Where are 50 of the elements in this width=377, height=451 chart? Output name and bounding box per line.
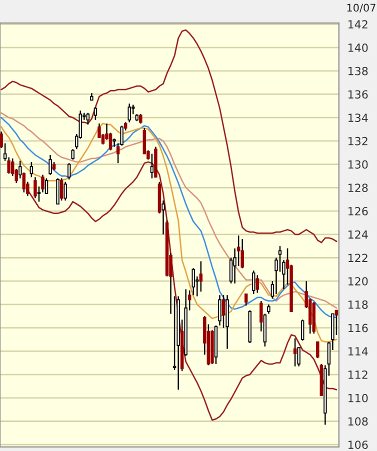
candlestick [252, 270, 256, 295]
candlestick [240, 238, 244, 269]
candlestick [222, 294, 226, 328]
candlestick [86, 112, 90, 126]
candlestick [139, 113, 142, 124]
y-tick-label: 116 [348, 324, 368, 332]
candlestick [128, 102, 131, 123]
candlestick [316, 341, 320, 359]
y-tick-label: 120 [348, 277, 368, 286]
candlestick [34, 176, 37, 199]
y-tick-label: 142 [348, 20, 368, 28]
y-tick-label: 108 [348, 417, 368, 426]
y-tick-label: 124 [348, 230, 368, 239]
y-tick-label: 122 [348, 254, 368, 262]
line-series [0, 29, 338, 244]
candlestick [244, 293, 248, 306]
candlestick [218, 294, 222, 326]
candlestick [30, 161, 34, 178]
candlestick [64, 181, 67, 202]
candlestick [112, 138, 116, 148]
candlestick [300, 319, 304, 342]
candlestick [60, 178, 64, 202]
text: 10/07 [347, 4, 376, 12]
y-tick-label: 110 [348, 394, 368, 402]
y-tick-label: 106 [348, 440, 368, 449]
candlestick [94, 106, 98, 121]
y-tick-label: 118 [348, 300, 368, 309]
line-series [26, 161, 338, 421]
y-tick-label: 140 [348, 44, 368, 52]
candlestick [48, 154, 52, 176]
y-tick-label: 136 [348, 90, 368, 99]
candlestick [293, 338, 297, 367]
y-tick-label: 128 [348, 184, 368, 192]
candlestick [267, 304, 270, 314]
candlestick [11, 158, 14, 177]
y-tick-label: 138 [348, 66, 368, 76]
candlestick [256, 274, 260, 294]
candlestick [150, 153, 154, 179]
candlestick [67, 162, 71, 180]
candlestick [192, 268, 195, 296]
candlestick [71, 148, 74, 160]
y-tick-label: 112 [348, 370, 368, 379]
candlestick [162, 200, 165, 236]
y-tick-label: 134 [348, 114, 368, 122]
candlestick [44, 178, 48, 194]
candlestick [199, 260, 203, 292]
y-tick-label: 130 [348, 160, 368, 169]
y-tick-label: 132 [348, 136, 368, 146]
y-tick-label: 126 [348, 207, 368, 216]
y-tick-label: 114 [348, 347, 368, 356]
